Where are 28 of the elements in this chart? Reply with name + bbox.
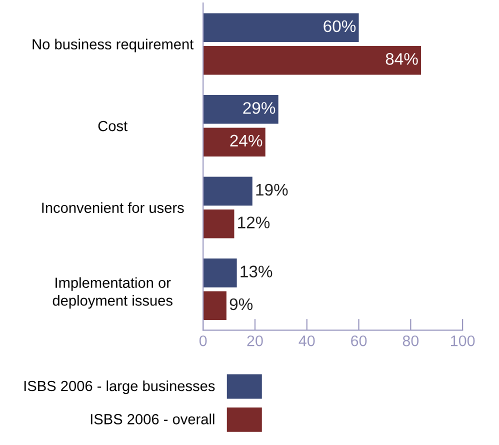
data-label: 24%	[230, 134, 262, 147]
data-label: 60%	[324, 20, 356, 32]
y-tick-label: Cost	[98, 120, 128, 132]
x-tick-label: 60	[351, 335, 367, 346]
y-tick-label: Implementation or deployment issues	[52, 277, 172, 309]
data-label: 19%	[256, 184, 288, 196]
x-tick-label: 40	[298, 335, 315, 346]
data-label: 12%	[238, 216, 270, 228]
data-label: 9%	[230, 298, 253, 310]
bar	[203, 176, 252, 206]
legend-label: ISBS 2006 - overall	[90, 414, 214, 424]
data-label: 29%	[243, 102, 276, 114]
x-tick-label: 100	[450, 335, 475, 346]
x-tick-label: 20	[247, 335, 263, 346]
data-label: 84%	[386, 53, 418, 65]
bar	[203, 95, 278, 124]
bar	[203, 291, 226, 320]
y-tick-label: Inconvenient for users	[42, 202, 184, 213]
x-tick-label: 0	[199, 335, 207, 346]
bar	[203, 46, 422, 75]
bar	[203, 13, 359, 42]
legend-label: ISBS 2006 - large businesses	[24, 380, 215, 394]
bar	[203, 210, 234, 238]
bar	[203, 128, 266, 157]
bar	[203, 258, 237, 288]
x-tick-label: 80	[402, 335, 419, 346]
y-tick-label: No business requirement	[32, 38, 194, 52]
data-label: 13%	[240, 266, 272, 278]
